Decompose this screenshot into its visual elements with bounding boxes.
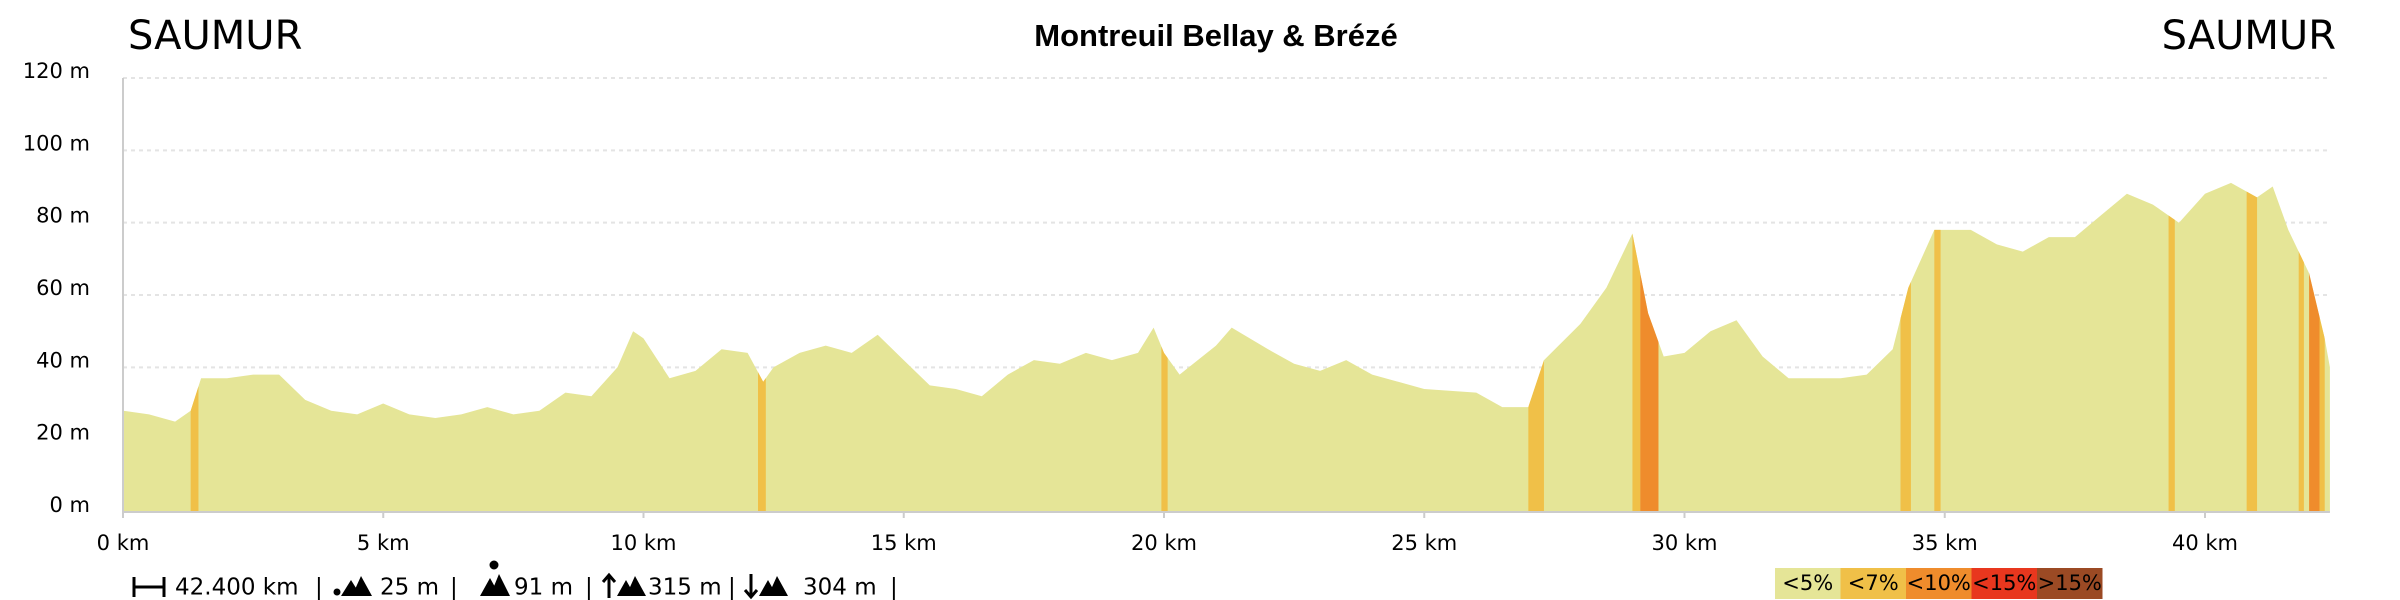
x-tick-label: 15 km [871,531,937,555]
gradient-segment [1900,182,1911,512]
x-tick-label: 35 km [1912,531,1978,555]
x-tick-label: 20 km [1131,531,1197,555]
legend-label: <15% [1972,571,2036,595]
legend-swatch [1906,568,1972,599]
gradient-segment [2298,182,2304,512]
legend-swatch [1840,568,1906,599]
y-tick-label: 40 m [36,348,90,372]
x-tick-label: 25 km [1391,531,1457,555]
y-tick-label: 60 m [36,276,90,300]
elevation-area [123,182,2330,512]
x-tick-label: 0 km [97,531,150,555]
legend-swatch [2037,568,2103,599]
stat-separator: | [585,575,593,600]
start-label: SAUMUR [128,13,302,59]
y-tick-label: 80 m [36,204,90,228]
gradient-segment [1934,182,1941,512]
gradient-segment [2246,182,2258,512]
gradient-segment [1632,182,1641,512]
stat-value: 91 m [514,575,573,600]
stat-separator: | [728,575,736,600]
y-tick-label: 20 m [36,421,90,445]
x-tick-label: 30 km [1651,531,1717,555]
stat-separator: | [450,575,458,600]
y-tick-label: 0 m [50,493,91,517]
legend-swatch [1775,568,1841,599]
x-tick-label: 40 km [2172,531,2238,555]
stat-value: 42.400 km [175,575,299,600]
gradient-segment [1640,182,1659,512]
stat-value: 304 m [803,575,877,600]
stat-icons [132,560,788,600]
stat-separator: | [315,575,323,600]
x-tick-label: 10 km [610,531,676,555]
legend-label: <5% [1782,571,1833,595]
stat-value: 25 m [380,575,439,600]
gradient-segment [2309,182,2320,512]
gradient-segment [2168,182,2175,512]
legend-label: <7% [1848,571,1899,595]
stat-value: 315 m [648,575,722,600]
chart-title: Montreuil Bellay & Brézé [1034,18,1397,53]
legend-label: <10% [1907,571,1971,595]
legend-swatch [1971,568,2037,599]
y-tick-label: 100 m [23,131,90,155]
end-label: SAUMUR [2162,13,2336,59]
stat-separator: | [890,575,898,600]
y-tick-label: 120 m [23,59,90,83]
gradient-segment [2319,182,2325,512]
legend-label: >15% [2038,571,2102,595]
x-tick-label: 5 km [357,531,410,555]
